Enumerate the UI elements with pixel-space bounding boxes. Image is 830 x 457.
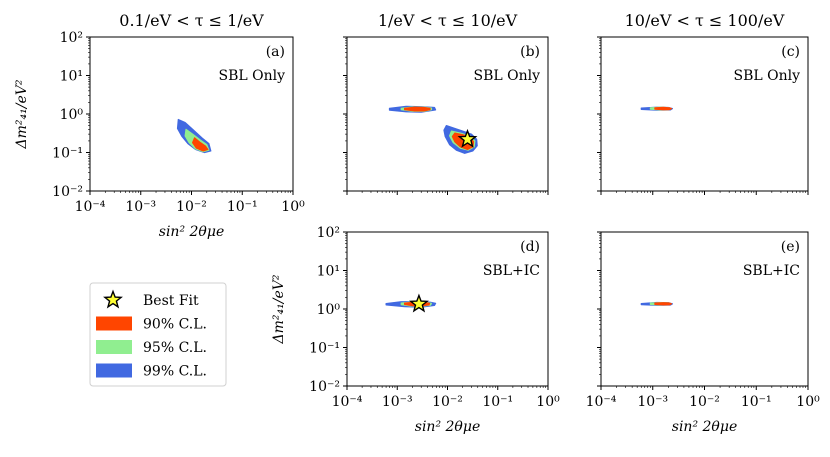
legend-label-95: 95% C.L. [143,340,207,356]
y-tick-label: 10⁰ [317,302,341,318]
panel-annotation: SBL Only [733,68,800,84]
y-axis-label: Δm²₄₁/eV² [14,79,30,149]
x-tick-label: 10⁰ [796,394,820,410]
y-tick-label: 10⁰ [60,107,84,123]
axes-frame [346,231,549,387]
best-fit-star [457,128,478,148]
panel-annotation: SBL Only [218,68,285,84]
region-cl90-0 [654,302,673,306]
x-tick-label: 10⁻⁴ [332,394,363,410]
x-tick-label: 10⁻² [432,394,463,410]
legend-label-best_fit: Best Fit [143,293,199,309]
axes-frame [600,36,809,192]
axes-frame [600,231,809,387]
y-tick-label: 10⁻¹ [52,146,83,162]
x-tick-label: 10⁻³ [125,199,156,215]
chart-title: 10/eV < τ ≤ 100/eV [625,11,785,30]
legend-swatch-99 [96,363,132,378]
y-tick-label: 10² [60,30,83,46]
chart-title: 0.1/eV < τ ≤ 1/eV [119,11,264,30]
region-cl90-0 [403,106,431,112]
chart-panel-b: 1/eV < τ ≤ 10/eV(b) SBL Only [343,11,549,195]
x-tick-label: 10⁻³ [637,394,668,410]
legend-swatch-95 [96,340,132,354]
chart-title: 1/eV < τ ≤ 10/eV [378,11,518,30]
panel-label: (a) [266,44,285,60]
x-tick-label: 10⁻² [176,199,207,215]
panel-label: (b) [520,44,540,60]
best-fit-star [408,293,429,313]
legend-box [89,282,227,387]
legend-swatch-90 [96,316,132,331]
chart-panel-c: 10/eV < τ ≤ 100/eV (c) SBL Only [597,11,809,195]
legend-label-99: 99% C.L. [143,364,207,380]
chart-panel-a: 10⁻⁴ 10⁻³ 10⁻² 10⁻¹ 10⁰ 10⁻² 10⁻¹ 10⁰ 10¹ 10² sin²… [14,11,305,240]
chart-panel-e: 10⁻⁴ 10⁻³ 10⁻² 10⁻¹ 10⁰ sin² 2θμe (e) SBL+IC [586,231,820,435]
region-cl90-0 [654,106,673,111]
y-tick-label: 10⁻² [52,184,83,200]
x-axis-label: sin² 2θμe [415,419,480,435]
panel-label: (c) [781,44,800,60]
confidence-regions [388,105,478,154]
x-tick-label: 10⁻⁴ [75,199,106,215]
y-tick-label: 10¹ [60,69,83,85]
legend-label-90: 90% C.L. [143,317,207,333]
x-axis-label: sin² 2θμe [159,224,224,240]
legend: Best Fit 90% C.L. 95% C.L. 99% C.L. [89,282,227,387]
axes-frame [89,36,294,192]
panel-label: (e) [781,239,800,255]
y-axis-label: Δm²₄₁/eV² [271,274,287,344]
x-tick-label: 10⁻⁴ [586,394,617,410]
confidence-regions [176,118,212,154]
x-tick-label: 10⁰ [536,394,560,410]
x-tick-label: 10⁻¹ [227,199,258,215]
x-tick-label: 10⁻¹ [482,394,513,410]
chart-panel-d: 10⁻⁴ 10⁻³ 10⁻² 10⁻¹ 10⁰ 10⁻² 10⁻¹ 10⁰ 10¹ 10² sin²… [271,225,560,435]
x-tick-label: 10⁻¹ [741,394,772,410]
y-tick-label: 10⁻¹ [309,341,340,357]
y-tick-label: 10⁻² [309,379,340,395]
region-cl90-0 [191,137,209,152]
y-tick-label: 10² [317,225,340,241]
panel-annotation: SBL Only [473,68,540,84]
confidence-regions [385,301,437,308]
x-tick-label: 10⁰ [281,199,305,215]
y-tick-label: 10¹ [317,264,340,280]
x-axis-label: sin² 2θμe [672,419,737,435]
legend-star-icon [103,289,123,309]
panel-label: (d) [520,239,540,255]
x-tick-label: 10⁻² [689,394,720,410]
confidence-regions [640,106,674,111]
panel-annotation: SBL+IC [483,263,540,279]
confidence-regions [640,301,674,306]
panel-annotation: SBL+IC [743,263,800,279]
x-tick-label: 10⁻³ [382,394,413,410]
axes-frame [346,36,549,192]
